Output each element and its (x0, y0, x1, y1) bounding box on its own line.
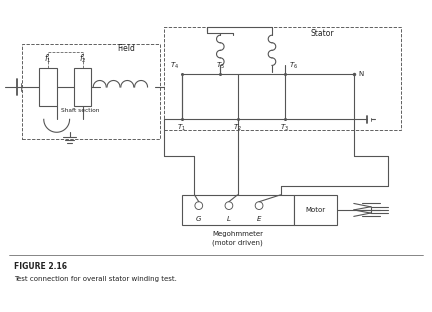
Text: $T_5$: $T_5$ (216, 60, 225, 71)
Text: Test connection for overall stator winding test.: Test connection for overall stator windi… (14, 276, 177, 282)
Text: N: N (358, 71, 363, 77)
Text: FIGURE 2.16: FIGURE 2.16 (14, 261, 67, 271)
Bar (39, 68, 57, 106)
Text: Stator: Stator (311, 29, 334, 37)
Text: $T_6$: $T_6$ (289, 60, 299, 71)
Bar (293, 195, 337, 225)
Text: $T_2$: $T_2$ (233, 123, 242, 133)
Text: G: G (196, 216, 201, 222)
Text: (motor driven): (motor driven) (212, 239, 263, 246)
Bar (74, 68, 91, 106)
Text: Field: Field (117, 44, 135, 53)
Text: $f_2$: $f_2$ (79, 53, 86, 65)
Bar (181, 195, 293, 225)
Text: E: E (257, 216, 261, 222)
Text: Shaft section: Shaft section (61, 108, 99, 113)
Text: $T_3$: $T_3$ (280, 123, 289, 133)
Bar (22, 44, 160, 139)
Text: L: L (227, 216, 231, 222)
Text: $f_1$: $f_1$ (44, 53, 52, 65)
Text: Motor: Motor (305, 207, 325, 213)
Text: $T_1$: $T_1$ (177, 123, 186, 133)
Text: $T_4$: $T_4$ (170, 60, 179, 71)
Bar (164, 27, 401, 130)
Text: Megohmmeter: Megohmmeter (212, 231, 263, 237)
